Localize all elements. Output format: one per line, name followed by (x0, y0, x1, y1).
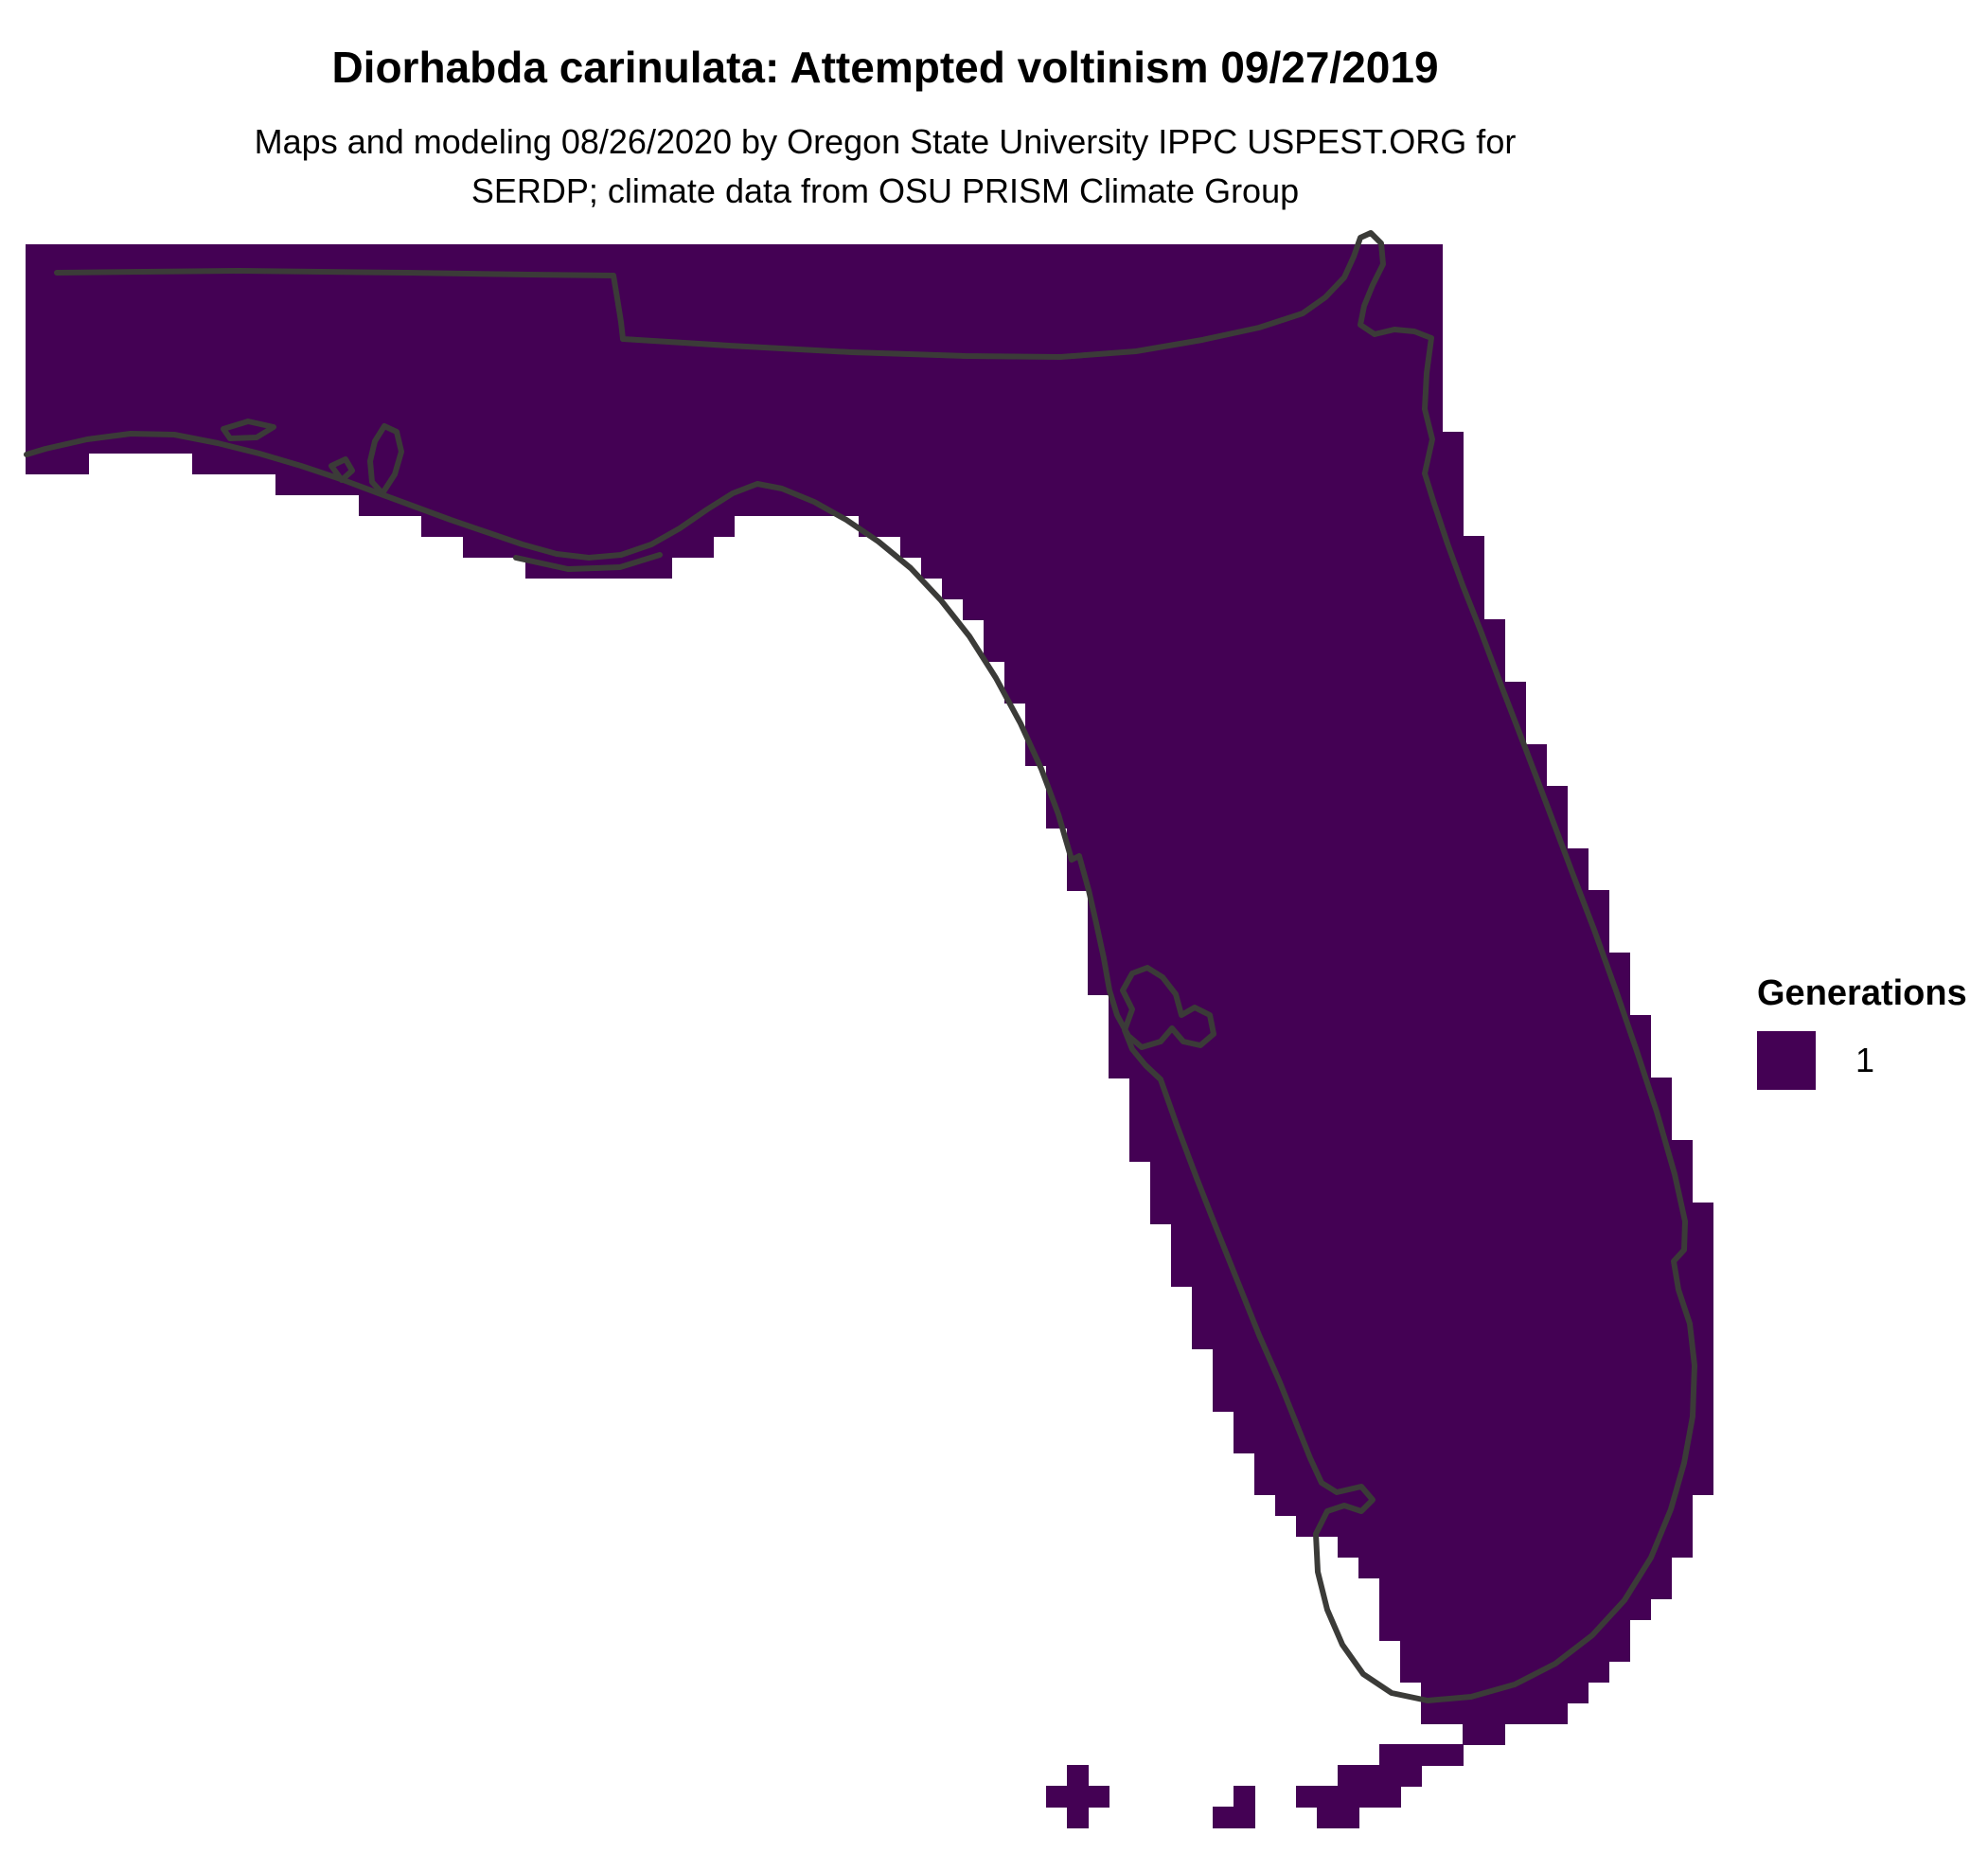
state-boundary-lines (24, 230, 1697, 1703)
legend-color-swatch (1757, 1031, 1816, 1090)
boundary-line (367, 423, 404, 496)
map-subtitle: Maps and modeling 08/26/2020 by Oregon S… (0, 117, 1770, 216)
map-legend: Generations 1 (1757, 973, 1967, 1090)
map-header: Diorhabda carinulata: Attempted voltinis… (0, 42, 1770, 216)
legend-item: 1 (1757, 1031, 1967, 1090)
map-title: Diorhabda carinulata: Attempted voltinis… (331, 43, 1439, 92)
boundary-line (24, 230, 1697, 1703)
map-subtitle-line1: Maps and modeling 08/26/2020 by Oregon S… (254, 122, 1517, 161)
boundary-line (221, 419, 276, 441)
boundary-line (513, 552, 663, 572)
legend-item-label: 1 (1855, 1041, 1875, 1079)
map-subtitle-line2: SERDP; climate data from OSU PRISM Clima… (470, 171, 1300, 210)
legend-title: Generations (1757, 973, 1967, 1013)
generations-raster-layer (26, 244, 1713, 1828)
boundary-line (328, 456, 355, 483)
